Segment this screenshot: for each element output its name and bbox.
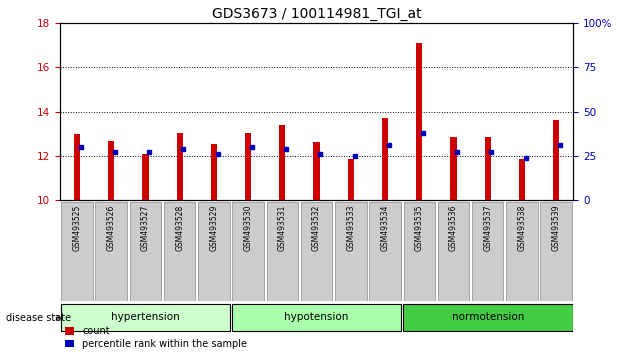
Title: GDS3673 / 100114981_TGI_at: GDS3673 / 100114981_TGI_at	[212, 7, 421, 21]
Text: GSM493530: GSM493530	[244, 205, 253, 251]
FancyBboxPatch shape	[403, 304, 573, 331]
Text: GSM493526: GSM493526	[106, 205, 116, 251]
Text: GSM493531: GSM493531	[278, 205, 287, 251]
Bar	[314, 143, 319, 200]
FancyBboxPatch shape	[541, 202, 572, 301]
FancyBboxPatch shape	[472, 202, 503, 301]
Bar	[348, 159, 354, 200]
Legend: count, percentile rank within the sample: count, percentile rank within the sample	[65, 326, 247, 349]
Text: GSM493533: GSM493533	[346, 205, 355, 251]
FancyBboxPatch shape	[96, 202, 127, 301]
FancyBboxPatch shape	[335, 202, 367, 301]
Text: GSM493537: GSM493537	[483, 205, 492, 251]
Bar	[245, 132, 251, 200]
Bar	[108, 141, 114, 200]
Bar	[142, 154, 149, 200]
Bar	[484, 137, 491, 200]
FancyBboxPatch shape	[369, 202, 401, 301]
Text: GSM493529: GSM493529	[209, 205, 219, 251]
Text: GSM493539: GSM493539	[552, 205, 561, 251]
FancyBboxPatch shape	[130, 202, 161, 301]
FancyBboxPatch shape	[404, 202, 435, 301]
Text: GSM493527: GSM493527	[141, 205, 150, 251]
FancyBboxPatch shape	[266, 202, 298, 301]
FancyBboxPatch shape	[198, 202, 229, 301]
Text: hypotension: hypotension	[284, 312, 349, 322]
FancyBboxPatch shape	[60, 304, 231, 331]
Text: GSM493536: GSM493536	[449, 205, 458, 251]
Bar	[519, 159, 525, 200]
Bar	[553, 120, 559, 200]
FancyBboxPatch shape	[507, 202, 537, 301]
FancyBboxPatch shape	[61, 202, 93, 301]
FancyBboxPatch shape	[438, 202, 469, 301]
Bar	[279, 125, 285, 200]
FancyBboxPatch shape	[232, 304, 401, 331]
Bar	[211, 144, 217, 200]
Bar	[74, 133, 80, 200]
Text: GSM493528: GSM493528	[175, 205, 184, 251]
FancyBboxPatch shape	[301, 202, 332, 301]
Text: GSM493538: GSM493538	[517, 205, 527, 251]
Bar	[176, 132, 183, 200]
Bar	[416, 43, 422, 200]
Text: GSM493525: GSM493525	[72, 205, 81, 251]
Bar	[450, 137, 457, 200]
Text: disease state: disease state	[6, 313, 71, 323]
FancyBboxPatch shape	[164, 202, 195, 301]
Bar	[382, 118, 388, 200]
Text: GSM493535: GSM493535	[415, 205, 424, 251]
Text: normotension: normotension	[452, 312, 524, 322]
FancyBboxPatch shape	[232, 202, 264, 301]
Text: GSM493532: GSM493532	[312, 205, 321, 251]
Text: GSM493534: GSM493534	[381, 205, 389, 251]
Text: hypertension: hypertension	[111, 312, 180, 322]
